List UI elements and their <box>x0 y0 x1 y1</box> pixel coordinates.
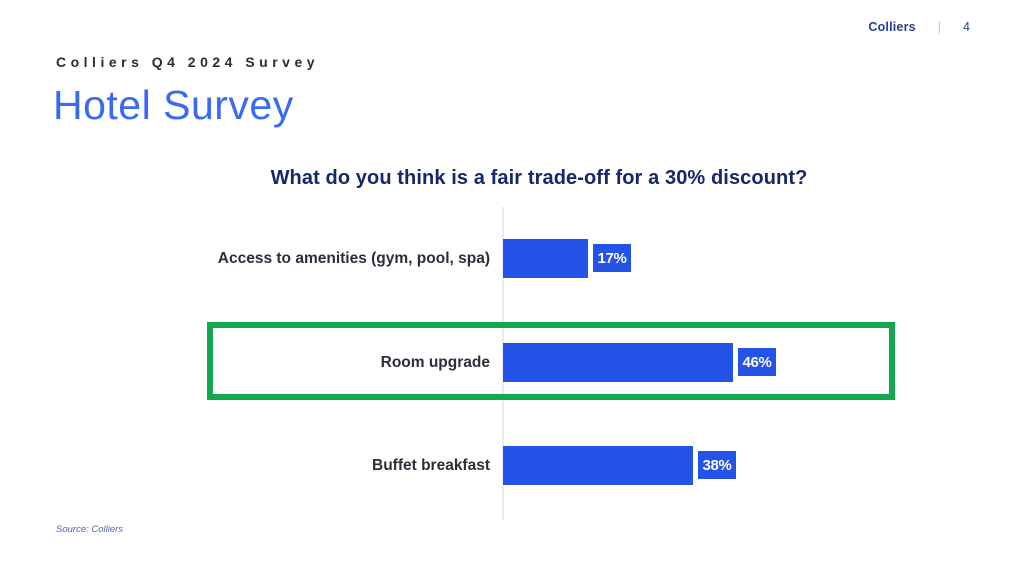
chart-title: What do you think is a fair trade-off fo… <box>270 167 808 189</box>
category-label: Access to amenities (gym, pool, spa) <box>217 249 490 267</box>
header-brand-line: Colliers | 4 <box>868 20 970 34</box>
bar <box>503 446 693 485</box>
page-number: 4 <box>963 20 970 34</box>
brand-separator: | <box>937 20 942 34</box>
value-badge: 17% <box>593 244 631 272</box>
bar <box>503 239 588 278</box>
slide-eyebrow: Colliers Q4 2024 Survey <box>56 54 320 70</box>
category-label: Room upgrade <box>380 353 490 371</box>
category-label: Buffet breakfast <box>372 456 490 474</box>
value-badge: 46% <box>738 348 776 376</box>
slide-title: Hotel Survey <box>53 82 294 128</box>
brand-logo: Colliers <box>868 20 916 34</box>
source-note: Source: Colliers <box>56 524 124 535</box>
bar <box>503 343 733 382</box>
value-badge: 38% <box>698 451 736 479</box>
